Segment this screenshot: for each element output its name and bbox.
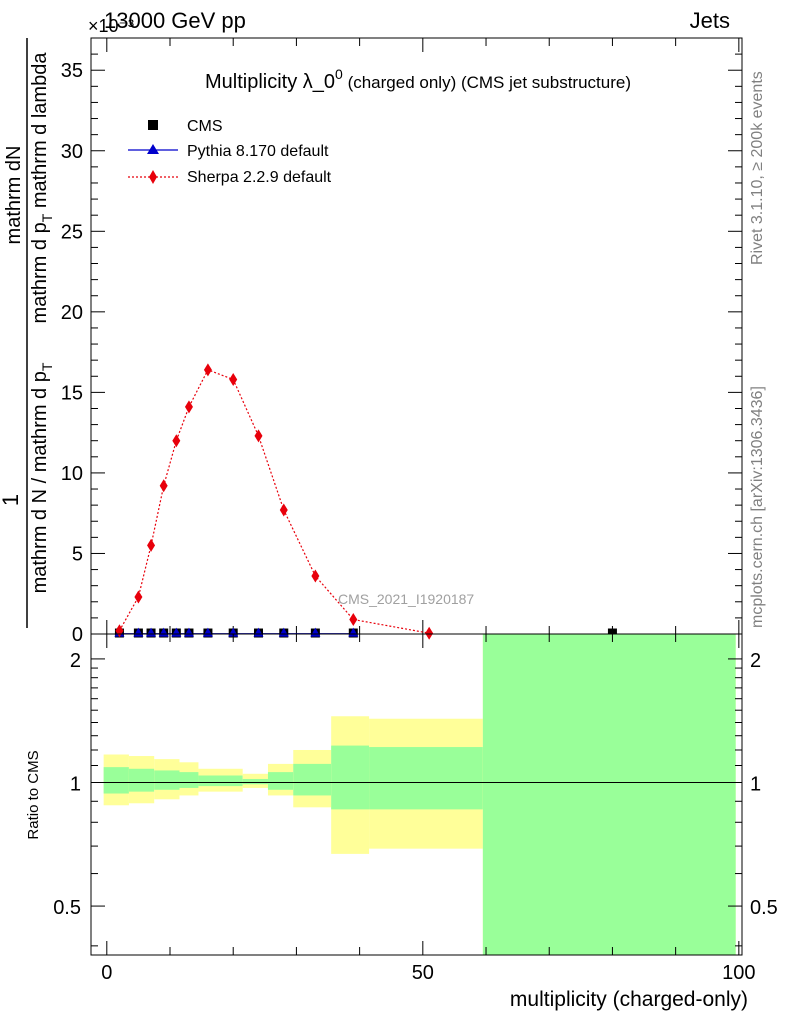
ylabel-prefix: mathrm d N / mathrm d pT [29, 362, 55, 593]
ylabel-one: 1 [0, 494, 23, 506]
data-point-sherpa [203, 363, 212, 377]
mcplots-label: mcplots.cern.ch [arXiv:1306.3436] [749, 386, 766, 628]
ratio-bands [103, 634, 736, 955]
header-process: Jets [690, 8, 730, 33]
data-point-sherpa [159, 479, 168, 493]
legend-cms-marker [148, 120, 158, 130]
ylabel-denominator: mathrm d pT mathrm d lambda [29, 52, 55, 324]
main-title-sup: 0 [335, 66, 343, 82]
legend-cms-label: CMS [187, 118, 223, 135]
main-ytick-label: 35 [61, 60, 83, 82]
main-ytick-label: 25 [61, 221, 83, 243]
ratio-ytick-label-right: 1 [750, 773, 761, 795]
ratio-band-inner [103, 767, 129, 794]
header-exponent: ×10⁻³ [88, 16, 134, 36]
analysis-label: CMS_2021_I1920187 [338, 591, 474, 607]
ylabel-den-main: mathrm d p [29, 222, 51, 323]
main-ylabel: 1 mathrm dN mathrm d pT mathrm d lambda … [0, 38, 55, 628]
ratio-xtick-label: 0 [101, 962, 112, 984]
legend: CMS Pythia 8.170 default Sherpa 2.2.9 de… [128, 118, 332, 186]
data-point-sherpa [134, 590, 143, 604]
main-title-main: Multiplicity λ_0 [205, 71, 335, 93]
header-energy: 13000 GeV pp [104, 8, 246, 33]
ratio-ytick-label: 1 [70, 773, 81, 795]
legend-entry-pythia: Pythia 8.170 default [128, 143, 329, 160]
ratio-xlabel: multiplicity (charged-only) [510, 988, 748, 1011]
data-point-sherpa [279, 503, 288, 517]
main-ticks: 0 5 10 15 20 25 30 35 [61, 38, 742, 646]
data-point-cms [607, 628, 617, 638]
data-point-sherpa [147, 538, 156, 552]
legend-sherpa-label: Sherpa 2.2.9 default [187, 169, 332, 186]
ratio-xtick-label: 100 [722, 962, 755, 984]
ratio-ticks: 0.5 0.5 1 1 2 2 0 50 100 [53, 634, 778, 984]
main-title-rest: (charged only) (CMS jet substructure) [343, 73, 631, 92]
ratio-band-inner [293, 763, 332, 796]
ratio-ylabel: Ratio to CMS [25, 750, 42, 839]
main-ytick-label: 30 [61, 141, 83, 163]
ylabel-den-sub: T [39, 213, 55, 222]
ylabel-prefix-main: mathrm d N / mathrm d p [29, 371, 51, 593]
data-point-sherpa [311, 569, 320, 583]
ylabel-prefix-sub: T [39, 362, 55, 371]
ratio-ytick-label-right: 2 [750, 650, 761, 672]
main-ytick-label: 10 [61, 463, 83, 485]
ratio-xtick-label: 50 [412, 962, 434, 984]
ratio-band-inner [482, 634, 736, 955]
ratio-band-inner [331, 745, 370, 810]
main-ytick-label: 5 [72, 543, 83, 565]
ratio-band-inner [179, 772, 199, 788]
ratio-band-inner [154, 770, 180, 790]
ratio-ytick-label: 0.5 [53, 897, 81, 919]
legend-pythia-marker [147, 144, 159, 154]
ylabel-den-rest: mathrm d lambda [29, 52, 51, 214]
ratio-band-inner [369, 747, 483, 810]
ratio-band-inner [267, 772, 294, 790]
ratio-ytick-label-right: 0.5 [750, 897, 778, 919]
ratio-band-inner [242, 778, 268, 785]
data-point-sherpa [254, 429, 263, 443]
main-ytick-label: 20 [61, 302, 83, 324]
ratio-frame [90, 633, 743, 956]
legend-entry-sherpa: Sherpa 2.2.9 default [128, 169, 332, 186]
ratio-band-inner [198, 775, 243, 787]
main-ytick-label: 0 [72, 624, 83, 646]
ratio-ytick-label: 2 [70, 650, 81, 672]
legend-entry-cms: CMS [148, 118, 223, 135]
data-point-sherpa [425, 626, 434, 640]
legend-sherpa-marker [149, 170, 157, 184]
data-point-sherpa [349, 613, 358, 627]
ylabel-numerator: mathrm dN [3, 146, 25, 245]
data-point-sherpa [184, 400, 193, 414]
ratio-band-inner [128, 768, 155, 792]
rivet-label: Rivet 3.1.10, ≥ 200k events [749, 71, 766, 265]
main-title: Multiplicity λ_00 (charged only) (CMS je… [205, 66, 631, 93]
main-ytick-label: 15 [61, 382, 83, 404]
legend-pythia-label: Pythia 8.170 default [187, 143, 329, 160]
data-point-sherpa [172, 434, 181, 448]
data-point-sherpa [229, 372, 238, 386]
ratio-panel: 0.5 0.5 1 1 2 2 0 50 100 Ratio to CMS multiplici… [25, 633, 778, 1011]
